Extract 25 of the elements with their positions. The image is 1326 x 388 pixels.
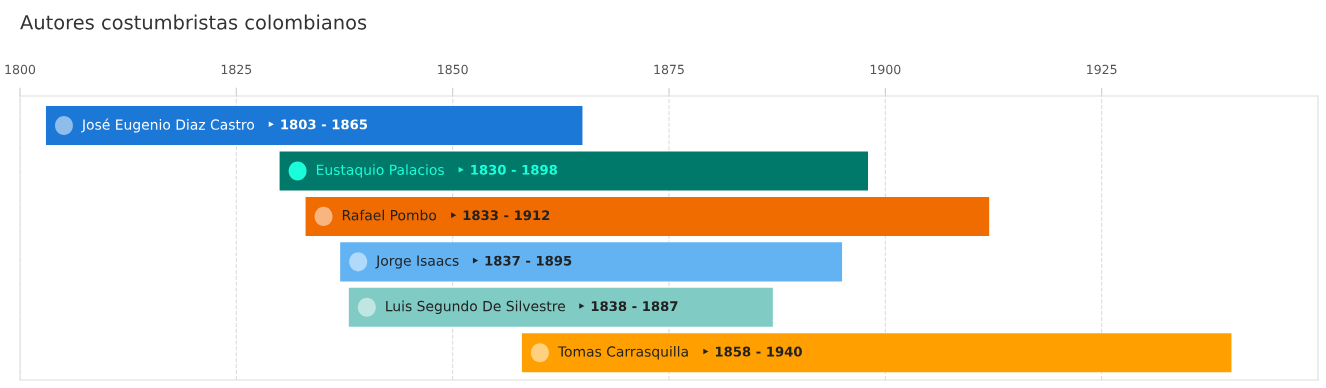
y-tick-label: Luis Segundo De Silvestre bbox=[386, 300, 565, 315]
x-tick-label: 1850 bbox=[438, 64, 468, 75]
bar bbox=[348, 287, 773, 327]
bar bbox=[305, 196, 990, 236]
x-tick-label: 1800 bbox=[5, 64, 36, 75]
bar bbox=[45, 106, 583, 146]
data-label: ‣ 1858 - 1940 bbox=[703, 346, 802, 357]
y-tick-label: Eustaquio Palacios bbox=[316, 164, 444, 178]
y-tick-label: Rafael Pombo bbox=[342, 209, 437, 221]
data-label: ‣ 1837 - 1895 bbox=[472, 255, 572, 266]
data-label: ‣ 1830 - 1898 bbox=[458, 164, 558, 175]
data-label: ‣ 1838 - 1887 bbox=[579, 301, 678, 312]
bar bbox=[340, 242, 843, 282]
x-tick-label: 1825 bbox=[221, 64, 252, 75]
x-tick-label: 1875 bbox=[654, 64, 684, 75]
x-tick-label: 1925 bbox=[1087, 64, 1117, 75]
data-label: ‣ 1803 - 1865 bbox=[268, 119, 368, 130]
x-tick-label: 1900 bbox=[870, 64, 901, 75]
y-tick-label: Tomas Carrasquilla bbox=[557, 346, 688, 360]
bar bbox=[279, 151, 869, 191]
data-label: ‣ 1833 - 1912 bbox=[451, 210, 550, 221]
chart-title: Autores costumbristas colombianos bbox=[20, 14, 367, 30]
bar bbox=[521, 333, 1232, 373]
y-tick-label: Jorge Isaacs bbox=[375, 255, 459, 269]
y-tick-label: José Eugenio Diaz Castro bbox=[81, 118, 255, 133]
